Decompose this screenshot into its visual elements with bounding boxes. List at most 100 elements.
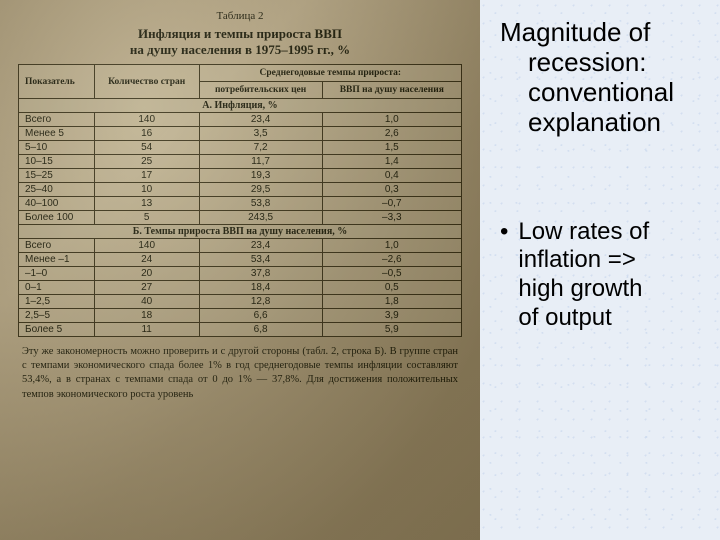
cell-countries: 24: [94, 253, 199, 267]
heading-line1: Magnitude of: [500, 17, 650, 47]
cell-countries: 40: [94, 295, 199, 309]
col-cpi: потребительских цен: [199, 82, 322, 99]
cell-gdp: 1,8: [322, 295, 461, 309]
cell-cpi: 7,2: [199, 141, 322, 155]
cell-cpi: 12,8: [199, 295, 322, 309]
table-row: 5–10547,21,5: [19, 141, 462, 155]
cell-countries: 18: [94, 309, 199, 323]
table-row: 1–2,54012,81,8: [19, 295, 462, 309]
cell-cpi: 23,4: [199, 113, 322, 127]
table-row: 2,5–5186,63,9: [19, 309, 462, 323]
col-gdp: ВВП на душу населения: [322, 82, 461, 99]
cell-label: 25–40: [19, 183, 95, 197]
cell-label: 10–15: [19, 155, 95, 169]
heading-line4: explanation: [500, 108, 704, 138]
cell-countries: 17: [94, 169, 199, 183]
section-a-header: А. Инфляция, %: [19, 99, 462, 113]
cell-cpi: 53,8: [199, 197, 322, 211]
table-title-line2: на душу населения в 1975–1995 гг., %: [18, 42, 462, 58]
cell-countries: 54: [94, 141, 199, 155]
heading-line2: recession:: [500, 48, 704, 78]
cell-gdp: 5,9: [322, 323, 461, 337]
cell-gdp: 1,5: [322, 141, 461, 155]
bullet-line1: Low rates of: [518, 218, 649, 245]
cell-label: Более 5: [19, 323, 95, 337]
bullet-dot-icon: •: [500, 218, 508, 333]
cell-cpi: 243,5: [199, 211, 322, 225]
cell-label: Менее –1: [19, 253, 95, 267]
cell-label: 1–2,5: [19, 295, 95, 309]
cell-label: 5–10: [19, 141, 95, 155]
cell-cpi: 19,3: [199, 169, 322, 183]
data-table: Показатель Количество стран Среднегодовы…: [18, 64, 462, 337]
cell-label: 2,5–5: [19, 309, 95, 323]
table-row: Всего14023,41,0: [19, 113, 462, 127]
cell-label: Более 100: [19, 211, 95, 225]
cell-cpi: 11,7: [199, 155, 322, 169]
bullet-line2: inflation =>: [518, 246, 635, 273]
table-photo-region: Таблица 2 Инфляция и темпы прироста ВВП …: [0, 0, 480, 540]
table-row: Менее 5163,52,6: [19, 127, 462, 141]
cell-gdp: –0,7: [322, 197, 461, 211]
slide-text-panel: Magnitude of recession: conventional exp…: [480, 0, 720, 540]
table-row: –1–02037,8–0,5: [19, 267, 462, 281]
cell-gdp: –2,6: [322, 253, 461, 267]
cell-cpi: 29,5: [199, 183, 322, 197]
cell-countries: 13: [94, 197, 199, 211]
section-b-header: Б. Темпы прироста ВВП на душу населения,…: [19, 225, 462, 239]
cell-countries: 11: [94, 323, 199, 337]
cell-label: Всего: [19, 239, 95, 253]
cell-gdp: 1,4: [322, 155, 461, 169]
cell-cpi: 6,6: [199, 309, 322, 323]
cell-countries: 20: [94, 267, 199, 281]
cell-gdp: 0,4: [322, 169, 461, 183]
table-row: 25–401029,50,3: [19, 183, 462, 197]
cell-countries: 16: [94, 127, 199, 141]
cell-cpi: 3,5: [199, 127, 322, 141]
table-title-line1: Инфляция и темпы прироста ВВП: [18, 26, 462, 42]
bullet-text: Low rates of inflation => high growth of…: [518, 218, 649, 333]
cell-cpi: 23,4: [199, 239, 322, 253]
col-countries: Количество стран: [94, 65, 199, 99]
bullet-line3: high growth: [518, 275, 642, 302]
cell-gdp: –0,5: [322, 267, 461, 281]
cell-label: –1–0: [19, 267, 95, 281]
table-row: Более 1005243,5–3,3: [19, 211, 462, 225]
cell-countries: 140: [94, 239, 199, 253]
table-row: Менее –12453,4–2,6: [19, 253, 462, 267]
cell-countries: 27: [94, 281, 199, 295]
cell-countries: 140: [94, 113, 199, 127]
bullet-item: • Low rates of inflation => high growth …: [500, 218, 704, 333]
table-row: 0–12718,40,5: [19, 281, 462, 295]
table-row: Более 5116,85,9: [19, 323, 462, 337]
cell-gdp: 1,0: [322, 239, 461, 253]
bottom-paragraph: Эту же закономерность можно проверить и …: [18, 345, 462, 402]
cell-gdp: 3,9: [322, 309, 461, 323]
cell-gdp: 0,5: [322, 281, 461, 295]
col-avg-growth: Среднегодовые темпы прироста:: [199, 65, 461, 82]
table-number: Таблица 2: [18, 10, 462, 22]
col-indicator: Показатель: [19, 65, 95, 99]
cell-countries: 25: [94, 155, 199, 169]
cell-label: 40–100: [19, 197, 95, 211]
slide-heading: Magnitude of recession: conventional exp…: [500, 18, 704, 138]
table-row: Всего14023,41,0: [19, 239, 462, 253]
cell-gdp: 2,6: [322, 127, 461, 141]
cell-gdp: 0,3: [322, 183, 461, 197]
cell-cpi: 18,4: [199, 281, 322, 295]
cell-gdp: 1,0: [322, 113, 461, 127]
cell-cpi: 6,8: [199, 323, 322, 337]
table-row: 40–1001353,8–0,7: [19, 197, 462, 211]
cell-label: Всего: [19, 113, 95, 127]
table-row: 15–251719,30,4: [19, 169, 462, 183]
cell-gdp: –3,3: [322, 211, 461, 225]
cell-countries: 10: [94, 183, 199, 197]
cell-cpi: 37,8: [199, 267, 322, 281]
cell-label: Менее 5: [19, 127, 95, 141]
cell-cpi: 53,4: [199, 253, 322, 267]
bullet-line4: of output: [518, 304, 611, 331]
cell-label: 15–25: [19, 169, 95, 183]
cell-label: 0–1: [19, 281, 95, 295]
heading-line3: conventional: [500, 78, 704, 108]
table-row: 10–152511,71,4: [19, 155, 462, 169]
